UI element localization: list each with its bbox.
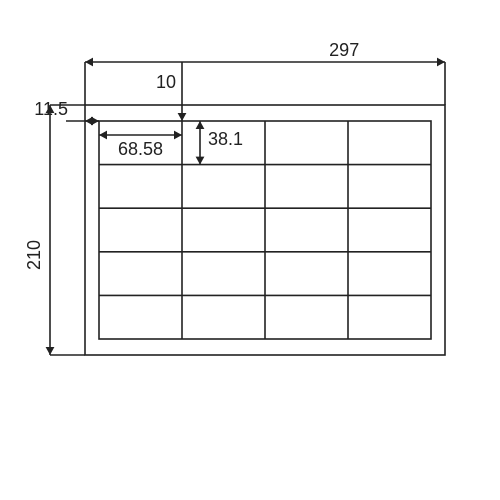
dim-sheet-height: 210	[24, 240, 44, 270]
label-sheet-diagram: 297 10 210 11.5 68.58 38.1	[0, 0, 500, 500]
dim-left-margin: 11.5	[34, 99, 68, 119]
dim-sheet-width: 297	[329, 40, 359, 60]
dim-cell-height: 38.1	[208, 129, 243, 149]
dim-cell-width: 68.58	[118, 139, 163, 159]
dim-top-margin: 10	[156, 72, 176, 92]
